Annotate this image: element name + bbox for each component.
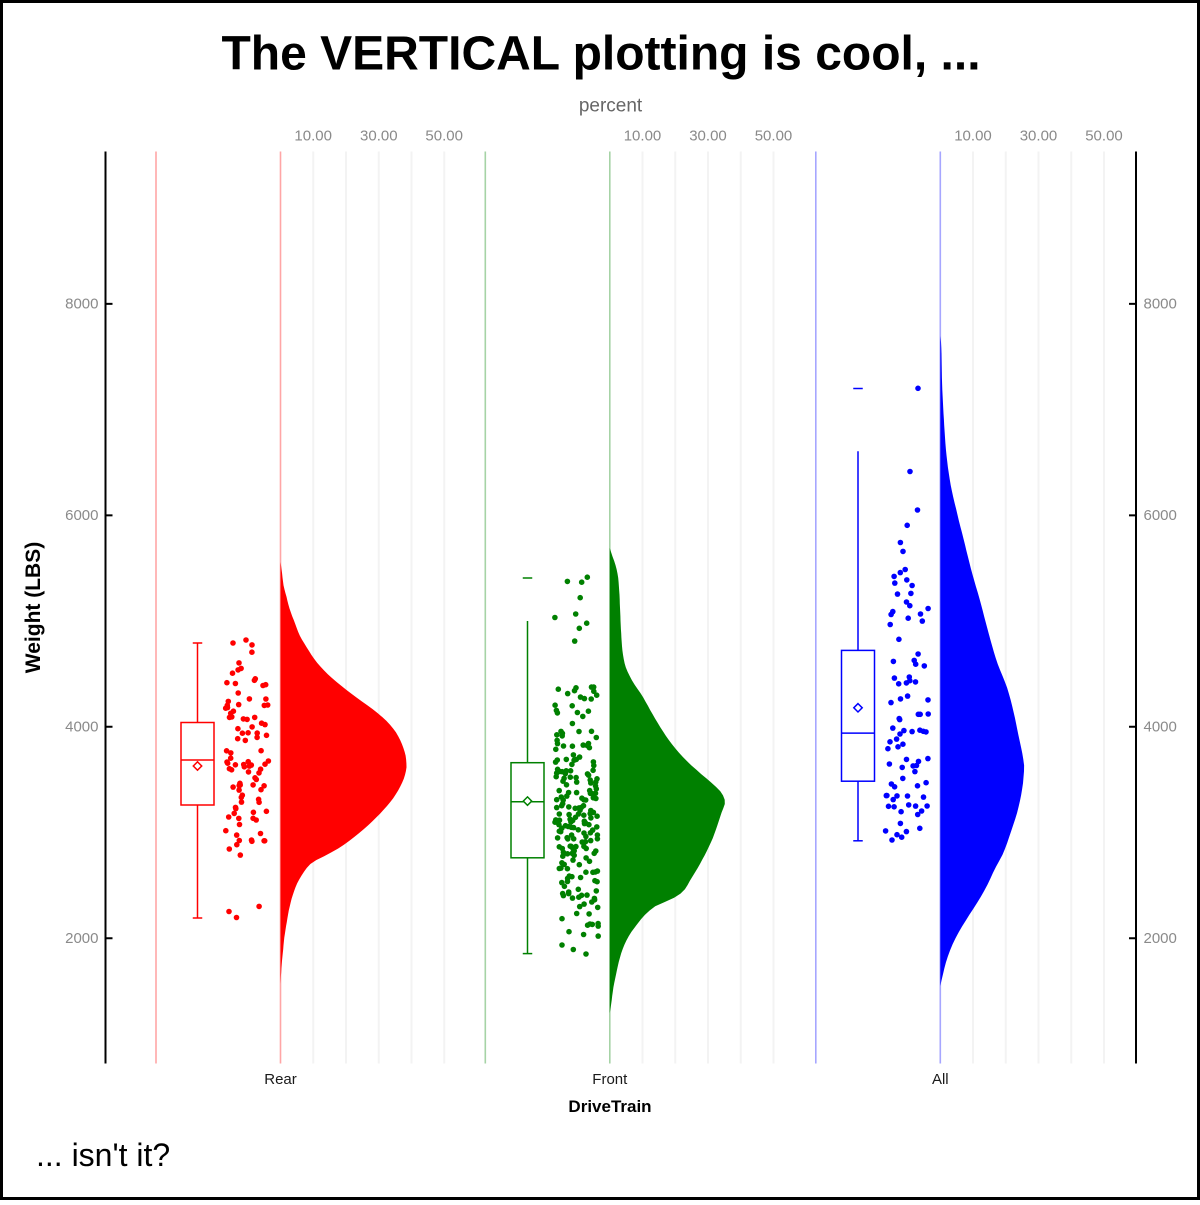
svg-text:30.00: 30.00 [360,128,398,145]
svg-text:8000: 8000 [65,296,98,313]
svg-text:2000: 2000 [1144,930,1177,947]
svg-text:4000: 4000 [1144,718,1177,735]
svg-text:50.00: 50.00 [755,128,793,145]
svg-text:10.00: 10.00 [624,128,662,145]
svg-text:Weight (LBS): Weight (LBS) [22,542,45,673]
svg-text:6000: 6000 [1144,507,1177,524]
svg-text:4000: 4000 [65,718,98,735]
svg-text:30.00: 30.00 [689,128,727,145]
svg-text:6000: 6000 [65,507,98,524]
svg-text:30.00: 30.00 [1020,128,1058,145]
svg-text:The VERTICAL plotting is cool,: The VERTICAL plotting is cool, ... [221,28,980,81]
svg-text:All: All [932,1071,949,1088]
svg-text:Front: Front [592,1071,628,1088]
svg-text:DriveTrain: DriveTrain [568,1097,651,1116]
svg-text:2000: 2000 [65,930,98,947]
svg-text:10.00: 10.00 [294,128,332,145]
svg-text:50.00: 50.00 [1085,128,1123,145]
svg-text:50.00: 50.00 [425,128,463,145]
svg-text:... isn't it?: ... isn't it? [36,1137,170,1173]
svg-text:8000: 8000 [1144,296,1177,313]
svg-text:percent: percent [579,96,643,117]
svg-text:Rear: Rear [264,1071,297,1088]
svg-text:10.00: 10.00 [954,128,992,145]
